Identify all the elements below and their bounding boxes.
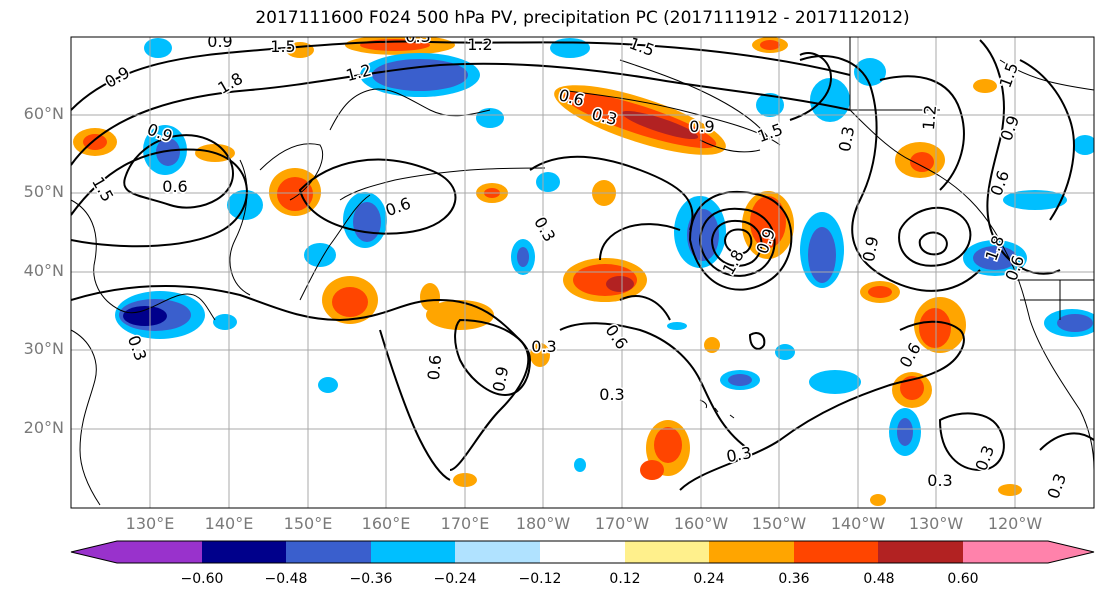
pv-contours xyxy=(71,39,1094,491)
contour-label: 1.5 xyxy=(627,34,657,61)
contour-label: 0.6 xyxy=(601,321,631,353)
contour-label: 1.2 xyxy=(919,104,940,131)
contour-label: 0.9 xyxy=(689,117,714,136)
page-title: 2017111600 F024 500 hPa PV, precipitatio… xyxy=(255,8,910,28)
colorbar-segment xyxy=(202,541,286,563)
contour-label: 0.6 xyxy=(896,339,925,371)
contour-label: 0.3 xyxy=(927,471,952,490)
contour-label: 0.3 xyxy=(599,385,624,404)
lat-label: 50°N xyxy=(23,182,64,201)
contour-label: 0.3 xyxy=(1044,471,1071,501)
colorbar-segment xyxy=(794,541,878,563)
colorbar-tick-label: −0.24 xyxy=(433,571,477,587)
colorbar-segment xyxy=(371,541,455,563)
contour-label: 0.9 xyxy=(207,32,232,51)
contour-label: 0.6 xyxy=(383,194,413,221)
contour-label: 0.3 xyxy=(530,213,559,245)
contour-label: 0.3 xyxy=(405,27,430,46)
lon-label: 150°E xyxy=(283,514,333,533)
lat-label: 30°N xyxy=(23,339,64,358)
lon-label: 160°E xyxy=(361,514,411,533)
colorbar-tick-label: 0.12 xyxy=(609,571,641,587)
colorbar-segment xyxy=(117,541,202,563)
contour-label: 1.5 xyxy=(88,173,117,205)
lon-label: 130°W xyxy=(908,514,964,533)
colorbar-tick-label: 0.48 xyxy=(863,571,895,587)
colorbar xyxy=(70,540,1095,564)
gridlines xyxy=(71,37,1094,508)
contour-label: 0.6 xyxy=(162,177,187,196)
lon-label: 160°W xyxy=(673,514,729,533)
lat-label: 20°N xyxy=(23,418,64,437)
contour-label: 1.5 xyxy=(755,120,785,147)
colorbar-extend-min xyxy=(71,541,117,563)
colorbar-tick-label: −0.48 xyxy=(264,571,308,587)
contour-label: 0.3 xyxy=(531,337,556,356)
map-frame xyxy=(70,36,1095,509)
colorbar-segment xyxy=(709,541,794,563)
lon-label: 150°W xyxy=(751,514,807,533)
colorbar-segment xyxy=(625,541,709,563)
lon-label: 140°W xyxy=(830,514,886,533)
contour-label: 0.9 xyxy=(101,63,133,92)
contour-label: 1.5 xyxy=(270,37,295,56)
contour-label: 0.3 xyxy=(725,443,753,466)
lat-label: 40°N xyxy=(23,261,64,280)
colorbar-tick-label: −0.12 xyxy=(518,571,562,587)
contour-label: 0.6 xyxy=(987,168,1014,198)
colorbar-segment xyxy=(963,541,1048,563)
lon-label: 120°W xyxy=(987,514,1043,533)
colorbar-segment xyxy=(878,541,963,563)
colorbar-segment xyxy=(286,541,371,563)
lon-label: 170°E xyxy=(440,514,490,533)
colorbar-tick-label: 0.24 xyxy=(693,571,725,587)
contour-label: 0.3 xyxy=(835,125,858,153)
precipitation-shading xyxy=(73,37,1094,506)
contour-label: 0.3 xyxy=(972,443,999,473)
colorbar-segment xyxy=(540,541,625,563)
lon-label: 130°E xyxy=(125,514,175,533)
colorbar-segment xyxy=(455,541,540,563)
lon-label: 170°W xyxy=(594,514,650,533)
contour-label: 1.5 xyxy=(996,60,1023,90)
contour-label: 0.6 xyxy=(424,354,445,381)
lat-label: 60°N xyxy=(23,104,64,123)
colorbar-extend-max xyxy=(1048,541,1094,563)
lon-label: 140°E xyxy=(204,514,254,533)
lon-label: 180°W xyxy=(515,514,571,533)
colorbar-tick-label: 0.36 xyxy=(778,571,810,587)
contour-label: 1.2 xyxy=(467,35,492,54)
contour-label: 0.9 xyxy=(859,235,882,263)
colorbar-tick-label: −0.60 xyxy=(180,571,224,587)
colorbar-tick-label: −0.36 xyxy=(349,571,393,587)
colorbar-tick-label: 0.60 xyxy=(947,571,979,587)
contour-label: 0.9 xyxy=(997,113,1024,143)
contour-label: 0.9 xyxy=(489,365,512,393)
contour-label: 0.6 xyxy=(557,85,587,110)
